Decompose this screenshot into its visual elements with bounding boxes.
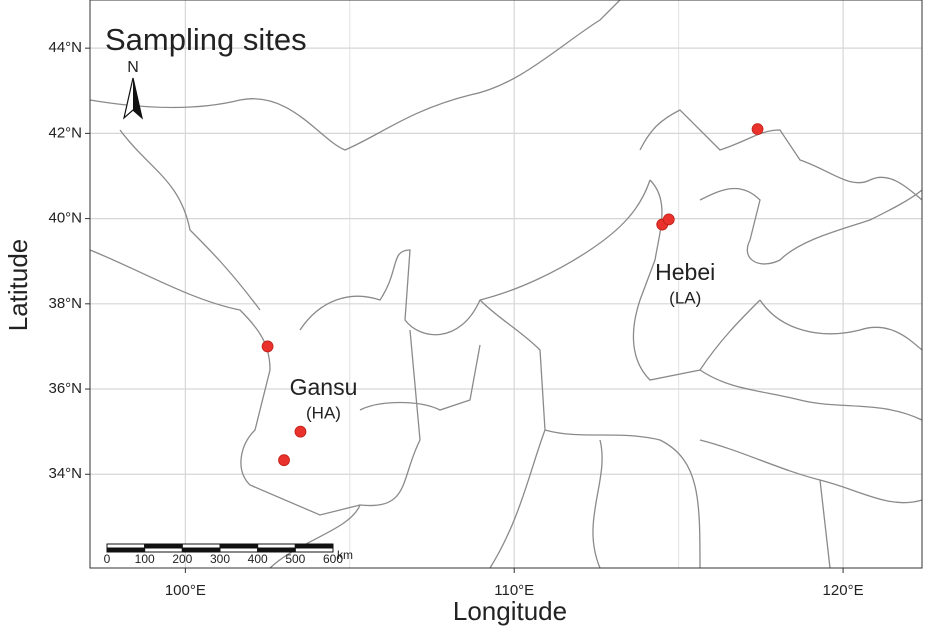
y-axis-label: Latitude	[3, 239, 33, 332]
north-label: N	[127, 59, 139, 76]
y-tick-label: 34°N	[48, 465, 82, 482]
scale-segment	[294, 543, 334, 549]
x-axis-label: Longitude	[453, 596, 567, 626]
sites	[261, 123, 764, 467]
scale-label: 0	[104, 552, 111, 566]
scale-label: 100	[135, 552, 155, 566]
north-arrow-half	[133, 78, 142, 118]
scale-segment	[219, 543, 259, 549]
scale-label: 500	[285, 552, 305, 566]
map-title: Sampling sites	[105, 22, 307, 57]
region-name: Hebei	[655, 259, 715, 285]
scale-segment	[294, 547, 334, 553]
scale-label: 400	[248, 552, 268, 566]
region-name: Gansu	[290, 374, 358, 400]
map-panel	[90, 0, 922, 568]
y-tick-label: 42°N	[48, 124, 82, 141]
panel-frame	[89, 0, 923, 569]
scale-segment	[181, 543, 221, 549]
scale-segment	[257, 543, 296, 549]
x-tick-label: 120°E	[823, 582, 864, 599]
scale-label: 600	[323, 552, 343, 566]
scale-segment	[106, 543, 146, 549]
scale-segment	[144, 543, 183, 549]
borders	[89, 0, 923, 569]
y-tick-label: 36°N	[48, 380, 82, 397]
scale-label: 200	[172, 552, 192, 566]
sampling-site	[294, 425, 307, 438]
y-tick-label: 38°N	[48, 295, 82, 312]
sampling-site	[662, 213, 675, 226]
region-group: (HA)	[306, 404, 341, 423]
scale-unit: km	[337, 548, 353, 562]
sampling-site	[751, 123, 764, 136]
sampling-site	[278, 454, 290, 467]
y-tick-label: 40°N	[48, 210, 82, 227]
y-tick-label: 44°N	[48, 39, 82, 56]
region-group: (LA)	[669, 288, 701, 307]
grid	[90, 0, 922, 568]
x-tick-label: 110°E	[494, 582, 534, 599]
x-tick-label: 100°E	[165, 582, 206, 599]
sampling-site	[261, 340, 274, 353]
scale-label: 300	[210, 552, 230, 566]
